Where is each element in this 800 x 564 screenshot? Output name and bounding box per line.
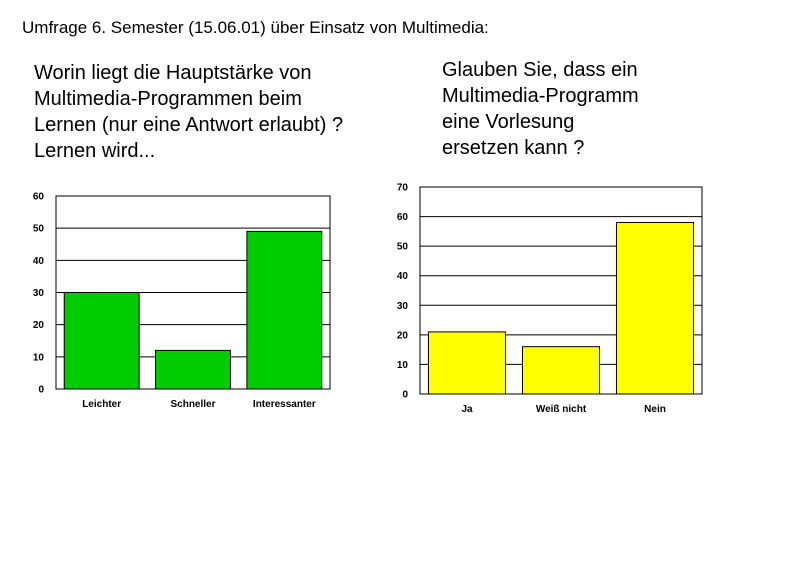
y-tick-label: 10 (397, 360, 409, 371)
bar (155, 349, 231, 390)
y-tick-label: 70 (397, 183, 409, 194)
page-title: Umfrage 6. Semester (15.06.01) über Eins… (22, 18, 489, 37)
question-2-line-2: Multimedia-Programm (442, 85, 639, 107)
category-label: Ja (461, 404, 473, 415)
question-1-line-4: Lernen wird... (34, 140, 156, 162)
bar (615, 221, 695, 395)
y-tick-label: 10 (33, 352, 45, 363)
category-label: Schneller (170, 399, 215, 410)
y-tick-label: 50 (397, 242, 409, 253)
bar (63, 292, 140, 390)
y-tick-label: 30 (397, 301, 409, 312)
category-label: Nein (644, 404, 666, 415)
question-2-line-3: eine Vorlesung (442, 111, 575, 133)
y-tick-label: 60 (397, 212, 409, 223)
category-label: Leichter (82, 399, 121, 410)
question-1-line-1: Worin liegt die Hauptstärke von (34, 62, 312, 84)
bar (246, 230, 323, 390)
y-tick-label: 50 (33, 224, 45, 235)
y-tick-label: 20 (397, 330, 409, 341)
category-label: Interessanter (253, 399, 316, 410)
bar (521, 346, 601, 395)
y-tick-label: 30 (33, 288, 45, 299)
y-tick-label: 40 (397, 271, 409, 282)
question-2-line-1: Glauben Sie, dass ein (442, 59, 638, 81)
y-tick-label: 40 (33, 256, 45, 267)
y-tick-label: 0 (402, 390, 408, 401)
question-2-line-4: ersetzen kann ? (442, 137, 585, 159)
question-1: Worin liegt die Hauptstärke von Multimed… (34, 60, 343, 164)
y-tick-label: 20 (33, 320, 45, 331)
question-2: Glauben Sie, dass ein Multimedia-Program… (442, 57, 639, 161)
category-label: Weiß nicht (536, 404, 587, 415)
bar (427, 331, 507, 395)
question-1-line-3: Lernen (nur eine Antwort erlaubt) ? (34, 114, 344, 136)
y-tick-label: 60 (33, 192, 45, 203)
y-tick-label: 0 (38, 385, 44, 396)
question-1-line-2: Multimedia-Programmen beim (34, 88, 302, 110)
